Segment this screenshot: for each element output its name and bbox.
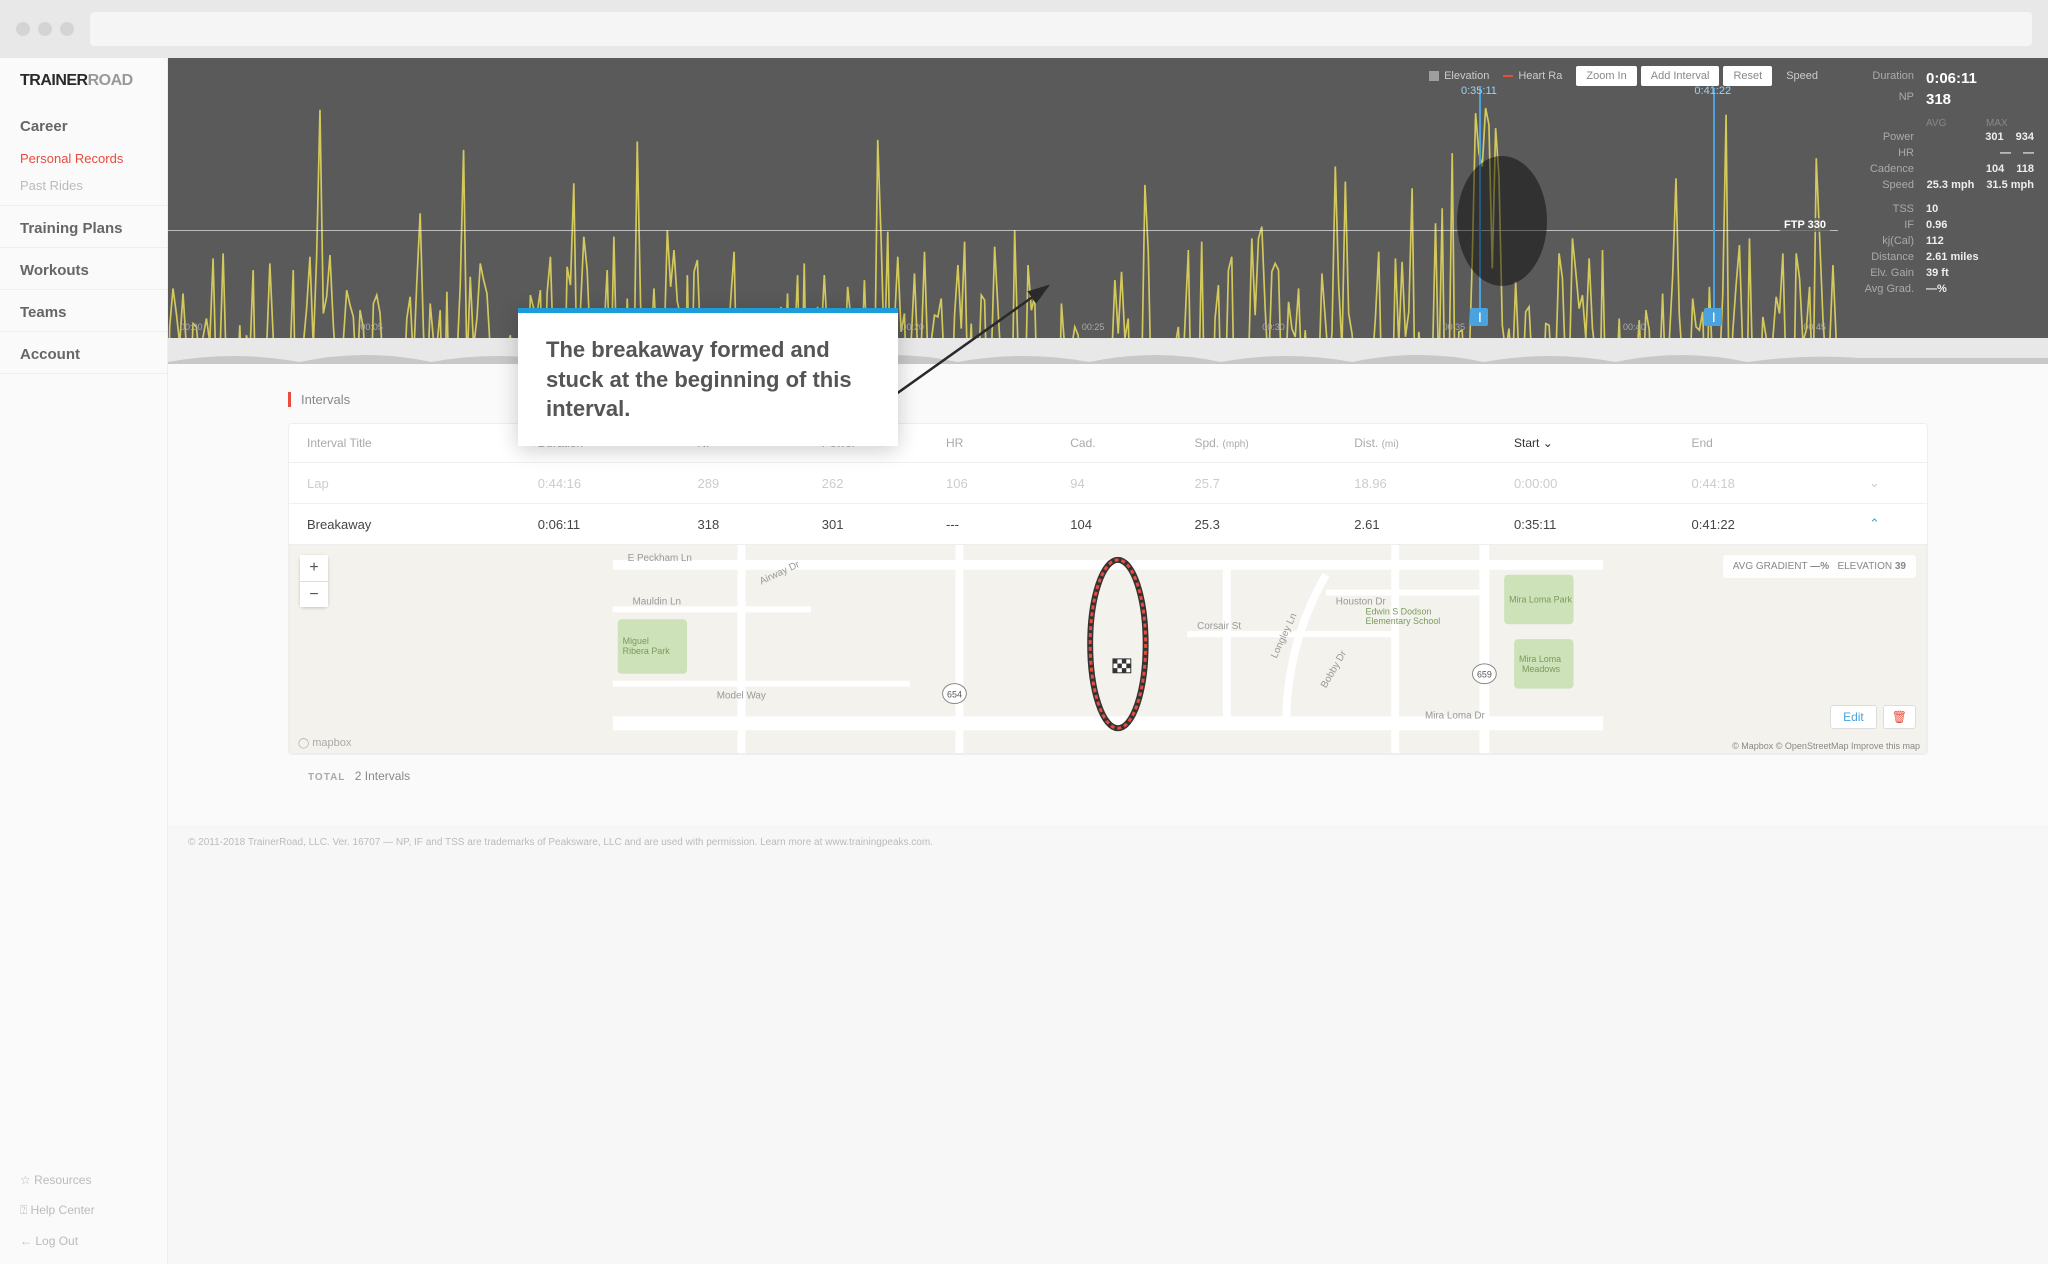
sort-icon: ⌄ — [1543, 436, 1553, 450]
nav-account[interactable]: Account — [0, 332, 167, 373]
svg-text:Meadows: Meadows — [1522, 664, 1561, 674]
sidebar: TRAINERROAD Career Personal Records Past… — [0, 58, 168, 1264]
legend-speed[interactable]: Speed — [1786, 70, 1818, 82]
expand-icon[interactable]: ⌄ — [1869, 475, 1909, 491]
collapse-icon[interactable]: ⌃ — [1869, 516, 1909, 532]
svg-text:654: 654 — [947, 690, 962, 700]
table-row[interactable]: Breakaway 0:06:11 318 301 --- 104 25.3 2… — [289, 503, 1927, 544]
add-interval-button[interactable]: Add Interval — [1641, 66, 1720, 86]
mini-elevation-strip[interactable] — [168, 338, 2048, 364]
map-zoom-controls: + − — [300, 555, 328, 607]
nav-training-plans[interactable]: Training Plans — [0, 206, 167, 247]
nav-teams[interactable]: Teams — [0, 290, 167, 331]
nav-personal-records[interactable]: Personal Records — [0, 145, 167, 172]
col-start[interactable]: Start ⌄ — [1514, 436, 1692, 450]
col-dist[interactable]: Dist. (mi) — [1354, 436, 1514, 450]
svg-text:Corsair St: Corsair St — [1197, 621, 1241, 632]
svg-text:Mira Loma: Mira Loma — [1519, 654, 1561, 664]
selection-markers: 0:35:11 0:41:22 — [168, 88, 1838, 308]
map-info-badge: AVG GRADIENT —% ELEVATION 39 — [1723, 555, 1916, 578]
callout-text: The breakaway formed and stuck at the be… — [546, 335, 870, 424]
svg-text:Mauldin Ln: Mauldin Ln — [633, 596, 681, 607]
url-bar[interactable] — [90, 12, 2032, 46]
svg-text:Edwin S Dodson: Edwin S Dodson — [1366, 606, 1432, 616]
table-row[interactable]: Lap 0:44:16 289 262 106 94 25.7 18.96 0:… — [289, 462, 1927, 503]
logo[interactable]: TRAINERROAD — [0, 58, 167, 104]
chart-legend: Elevation Heart Ra Zoom In Add Interval … — [1429, 66, 1818, 86]
map[interactable]: Airway Dr Mauldin Ln Model Way Corsair S… — [289, 544, 1927, 754]
traffic-min[interactable] — [38, 22, 52, 36]
nav-resources[interactable]: ☆ Resources — [0, 1165, 167, 1195]
browser-chrome — [0, 0, 2048, 58]
col-end[interactable]: End — [1692, 436, 1870, 450]
chart-stats: Duration0:06:11 NP318 AVGMAX Power301934… — [1838, 58, 2048, 338]
svg-text:Mira Loma Dr: Mira Loma Dr — [1425, 710, 1486, 721]
zoom-in-button[interactable]: Zoom In — [1576, 66, 1636, 86]
map-attribution[interactable]: © Mapbox © OpenStreetMap Improve this ma… — [1732, 741, 1920, 751]
footer: © 2011-2018 TrainerRoad, LLC. Ver. 16707… — [168, 825, 2048, 860]
svg-text:659: 659 — [1477, 670, 1492, 680]
svg-text:Model Way: Model Way — [717, 691, 766, 702]
content-area: Intervals Interval Title Duration NP Pow… — [168, 364, 2048, 825]
nav-career-section: Career Personal Records Past Rides — [0, 104, 167, 206]
svg-text:Elementary School: Elementary School — [1366, 616, 1441, 626]
traffic-lights — [16, 22, 74, 36]
svg-text:Ribera Park: Ribera Park — [623, 646, 671, 656]
traffic-max[interactable] — [60, 22, 74, 36]
intervals-table: Interval Title Duration NP Power HR Cad.… — [288, 423, 1928, 755]
map-edit-button[interactable]: Edit — [1830, 705, 1877, 729]
selection-start-time: 0:35:11 — [1461, 85, 1497, 97]
logo-part2: ROAD — [88, 72, 133, 89]
map-actions: Edit 🗑 — [1830, 705, 1916, 729]
svg-text:E Peckham Ln: E Peckham Ln — [628, 553, 692, 564]
chart-main[interactable]: Elevation Heart Ra Zoom In Add Interval … — [168, 58, 1838, 338]
col-cad[interactable]: Cad. — [1070, 436, 1194, 450]
map-zoom-in[interactable]: + — [300, 555, 328, 581]
callout: The breakaway formed and stuck at the be… — [518, 308, 898, 446]
heartrate-swatch — [1503, 75, 1513, 77]
legend-heartrate[interactable]: Heart Ra — [1503, 70, 1562, 82]
map-zoom-out[interactable]: − — [300, 581, 328, 607]
time-axis: 00:00 00:05 00:10 00:15 00:20 00:25 00:3… — [168, 322, 1838, 332]
intervals-total: TOTAL 2 Intervals — [288, 755, 1928, 797]
nav-workouts[interactable]: Workouts — [0, 248, 167, 289]
elevation-swatch — [1429, 71, 1439, 81]
selection-end-time: 0:41:22 — [1694, 85, 1731, 97]
col-spd[interactable]: Spd. (mph) — [1195, 436, 1355, 450]
main-content: Elevation Heart Ra Zoom In Add Interval … — [168, 58, 2048, 1264]
nav-logout[interactable]: ← Log Out — [0, 1226, 167, 1256]
nav-past-rides[interactable]: Past Rides — [0, 172, 167, 205]
traffic-close[interactable] — [16, 22, 30, 36]
highlight-circle — [1457, 156, 1547, 286]
nav-career[interactable]: Career — [0, 104, 167, 145]
chart-buttons: Zoom In Add Interval Reset — [1576, 66, 1772, 86]
logo-part1: TRAINER — [20, 72, 88, 89]
reset-button[interactable]: Reset — [1723, 66, 1772, 86]
svg-text:Miguel: Miguel — [623, 636, 649, 646]
map-svg: Airway Dr Mauldin Ln Model Way Corsair S… — [290, 545, 1926, 753]
col-hr[interactable]: HR — [946, 436, 1070, 450]
chart-panel: Elevation Heart Ra Zoom In Add Interval … — [168, 58, 2048, 338]
col-title[interactable]: Interval Title — [307, 436, 538, 450]
nav-help[interactable]: ⍰ Help Center — [0, 1195, 167, 1226]
selection-end-line[interactable] — [1713, 88, 1715, 308]
sidebar-bottom: ☆ Resources ⍰ Help Center ← Log Out — [0, 1157, 167, 1264]
svg-text:Mira Loma Park: Mira Loma Park — [1509, 594, 1572, 604]
legend-elevation[interactable]: Elevation — [1429, 70, 1489, 82]
map-delete-button[interactable]: 🗑 — [1883, 705, 1916, 729]
mapbox-logo[interactable]: mapbox — [298, 737, 351, 749]
